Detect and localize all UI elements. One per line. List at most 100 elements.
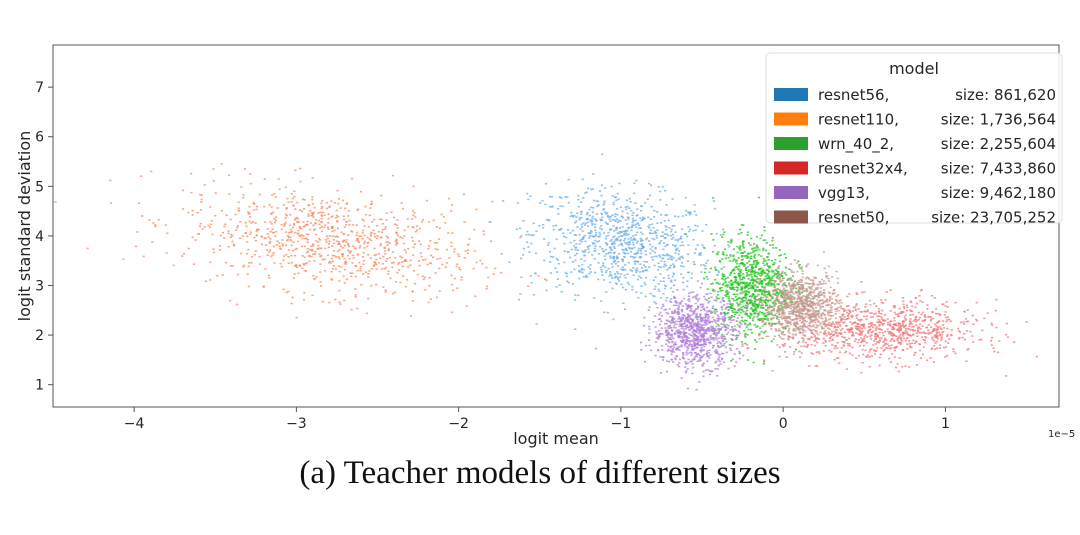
data-point xyxy=(534,272,537,274)
data-point xyxy=(714,361,717,364)
data-point xyxy=(664,225,667,227)
data-point xyxy=(863,315,866,318)
data-point xyxy=(429,262,432,265)
data-point xyxy=(301,237,304,240)
data-point xyxy=(791,333,794,336)
data-point xyxy=(552,256,555,258)
data-point xyxy=(797,295,800,298)
data-point xyxy=(772,279,775,282)
data-point xyxy=(270,255,273,258)
data-point xyxy=(878,364,881,367)
data-point xyxy=(792,298,795,301)
data-point xyxy=(312,245,315,247)
data-point xyxy=(705,293,708,296)
data-point xyxy=(581,271,584,274)
data-point xyxy=(328,262,331,264)
data-point xyxy=(711,326,714,328)
data-point xyxy=(695,388,698,391)
data-point xyxy=(288,224,291,227)
data-point xyxy=(683,233,686,235)
data-point xyxy=(320,285,323,287)
data-point xyxy=(414,230,417,233)
data-point xyxy=(611,236,615,239)
data-point xyxy=(377,230,380,233)
data-point xyxy=(798,311,801,314)
data-point xyxy=(662,280,665,283)
data-point xyxy=(757,196,760,199)
data-point xyxy=(356,269,359,272)
data-point xyxy=(588,208,591,211)
data-point xyxy=(607,231,610,234)
data-point xyxy=(243,264,246,267)
data-point xyxy=(312,216,315,218)
data-point xyxy=(872,326,875,329)
data-point xyxy=(666,339,669,341)
data-point xyxy=(910,342,913,344)
data-point xyxy=(653,288,656,290)
data-point xyxy=(808,337,811,340)
data-point xyxy=(801,313,804,316)
data-point xyxy=(836,334,839,336)
data-point xyxy=(694,229,697,231)
data-point xyxy=(735,361,738,363)
data-point xyxy=(330,279,333,281)
data-point xyxy=(803,325,806,327)
data-point xyxy=(864,306,867,308)
data-point xyxy=(456,287,459,289)
data-point xyxy=(633,253,636,255)
data-point xyxy=(604,258,607,261)
data-point xyxy=(666,350,669,352)
data-point xyxy=(736,334,739,337)
data-point xyxy=(802,320,805,323)
data-point xyxy=(293,195,296,198)
data-point xyxy=(952,350,955,353)
data-point xyxy=(301,198,305,201)
data-point xyxy=(770,328,773,330)
data-point xyxy=(694,356,697,358)
data-point xyxy=(693,357,696,360)
data-point xyxy=(735,299,738,302)
data-point xyxy=(451,232,454,234)
data-point xyxy=(727,324,730,327)
data-point xyxy=(768,322,771,324)
data-point xyxy=(819,306,822,309)
data-point xyxy=(182,252,186,255)
data-point xyxy=(710,312,713,314)
data-point xyxy=(948,338,951,340)
data-point xyxy=(615,227,618,230)
data-point xyxy=(603,200,606,202)
data-point xyxy=(619,239,622,241)
data-point xyxy=(549,272,552,274)
data-point xyxy=(635,291,638,293)
data-point xyxy=(796,270,799,273)
data-point xyxy=(309,228,312,231)
data-point xyxy=(626,223,629,225)
data-point xyxy=(660,240,663,242)
data-point xyxy=(781,307,784,310)
data-point xyxy=(664,329,668,332)
data-point xyxy=(148,219,151,221)
data-point xyxy=(767,299,770,301)
data-point xyxy=(292,277,295,279)
data-point xyxy=(242,194,245,196)
data-point xyxy=(659,280,662,282)
data-point xyxy=(911,329,915,331)
data-point xyxy=(857,339,860,341)
data-point xyxy=(721,258,724,260)
data-point xyxy=(386,236,389,239)
data-point xyxy=(539,202,542,204)
data-point xyxy=(684,196,687,199)
data-point xyxy=(657,330,661,332)
data-point xyxy=(635,242,638,244)
data-point xyxy=(677,318,680,320)
data-point xyxy=(846,328,849,331)
data-point xyxy=(436,248,439,251)
data-point xyxy=(672,326,675,329)
data-point xyxy=(921,301,924,304)
data-point xyxy=(614,275,617,278)
data-point xyxy=(748,264,751,266)
data-point xyxy=(687,295,690,297)
data-point xyxy=(223,237,226,239)
data-point xyxy=(716,252,719,255)
data-point xyxy=(364,271,368,274)
